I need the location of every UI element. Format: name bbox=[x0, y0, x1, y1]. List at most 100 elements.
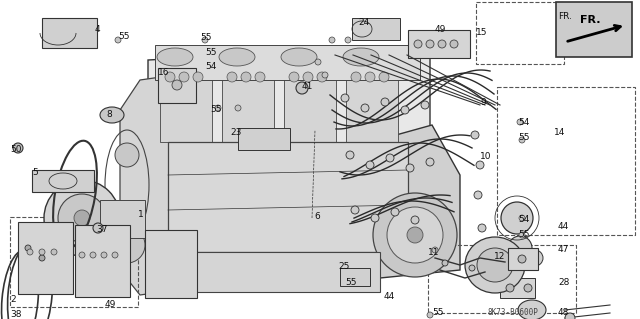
Circle shape bbox=[438, 40, 446, 48]
Ellipse shape bbox=[501, 202, 533, 234]
Bar bbox=[556, 2, 632, 57]
Ellipse shape bbox=[100, 107, 124, 123]
Bar bbox=[158, 68, 196, 103]
Text: 6: 6 bbox=[314, 212, 320, 221]
Bar bbox=[476, 2, 564, 64]
Circle shape bbox=[519, 215, 525, 221]
Bar bbox=[42, 18, 97, 48]
Circle shape bbox=[115, 37, 121, 43]
Text: FR.: FR. bbox=[580, 15, 600, 25]
Text: 55: 55 bbox=[518, 230, 529, 239]
Text: 4: 4 bbox=[95, 25, 100, 34]
Circle shape bbox=[411, 216, 419, 224]
Text: 54: 54 bbox=[205, 62, 216, 71]
Ellipse shape bbox=[157, 48, 193, 66]
Text: 55: 55 bbox=[518, 133, 529, 142]
Text: 47: 47 bbox=[558, 245, 570, 254]
Circle shape bbox=[371, 214, 379, 222]
Text: 50: 50 bbox=[10, 145, 22, 154]
Circle shape bbox=[227, 72, 237, 82]
Circle shape bbox=[289, 72, 299, 82]
Ellipse shape bbox=[373, 193, 457, 277]
Circle shape bbox=[39, 249, 45, 255]
Text: 11: 11 bbox=[428, 248, 440, 257]
Ellipse shape bbox=[74, 210, 90, 226]
Ellipse shape bbox=[477, 248, 513, 282]
Circle shape bbox=[391, 208, 399, 216]
Text: 44: 44 bbox=[558, 222, 569, 231]
Bar bbox=[500, 278, 535, 298]
Bar bbox=[10, 217, 138, 307]
Circle shape bbox=[474, 191, 482, 199]
Circle shape bbox=[345, 37, 351, 43]
Circle shape bbox=[93, 223, 103, 233]
Text: 1: 1 bbox=[138, 210, 144, 219]
Circle shape bbox=[517, 119, 523, 125]
Circle shape bbox=[471, 131, 479, 139]
Ellipse shape bbox=[465, 237, 525, 293]
Text: 55: 55 bbox=[118, 32, 129, 41]
Ellipse shape bbox=[407, 227, 423, 243]
Circle shape bbox=[303, 72, 313, 82]
Ellipse shape bbox=[508, 236, 532, 260]
Bar bbox=[75, 225, 130, 297]
Circle shape bbox=[101, 252, 107, 258]
Bar bbox=[428, 245, 576, 313]
Circle shape bbox=[13, 143, 23, 153]
Circle shape bbox=[414, 40, 422, 48]
Text: 48: 48 bbox=[558, 308, 570, 317]
Text: 54: 54 bbox=[518, 215, 529, 224]
Text: 5: 5 bbox=[32, 168, 38, 177]
Circle shape bbox=[386, 154, 394, 162]
Circle shape bbox=[432, 247, 438, 253]
Text: 55: 55 bbox=[210, 105, 221, 114]
Bar bbox=[340, 268, 370, 286]
Circle shape bbox=[255, 72, 265, 82]
Circle shape bbox=[506, 284, 514, 292]
Text: 49: 49 bbox=[435, 25, 446, 34]
Ellipse shape bbox=[58, 194, 106, 242]
Text: 49: 49 bbox=[105, 300, 116, 309]
Ellipse shape bbox=[115, 143, 139, 167]
Polygon shape bbox=[120, 75, 175, 295]
Circle shape bbox=[365, 72, 375, 82]
Text: 23: 23 bbox=[230, 128, 241, 137]
Ellipse shape bbox=[518, 300, 546, 319]
Text: 12: 12 bbox=[494, 252, 506, 261]
Circle shape bbox=[421, 101, 429, 109]
Circle shape bbox=[165, 72, 175, 82]
Circle shape bbox=[426, 40, 434, 48]
Text: 14: 14 bbox=[554, 128, 565, 137]
Ellipse shape bbox=[219, 48, 255, 66]
Bar bbox=[32, 170, 94, 192]
Ellipse shape bbox=[109, 227, 145, 263]
Text: 55: 55 bbox=[432, 308, 444, 317]
Bar bbox=[508, 248, 538, 270]
Polygon shape bbox=[148, 45, 430, 210]
Circle shape bbox=[478, 224, 486, 232]
Circle shape bbox=[241, 72, 251, 82]
Text: 2: 2 bbox=[10, 295, 15, 304]
Bar bbox=[352, 18, 400, 40]
Polygon shape bbox=[360, 125, 460, 280]
Text: 44: 44 bbox=[384, 292, 396, 301]
Circle shape bbox=[519, 137, 525, 143]
Text: 8K73-B0600P: 8K73-B0600P bbox=[488, 308, 539, 317]
Bar bbox=[238, 128, 290, 150]
Text: 16: 16 bbox=[158, 68, 170, 77]
Circle shape bbox=[469, 265, 475, 271]
Text: 8: 8 bbox=[106, 110, 112, 119]
Circle shape bbox=[27, 249, 33, 255]
Circle shape bbox=[322, 72, 328, 78]
Circle shape bbox=[79, 252, 85, 258]
Text: 55: 55 bbox=[205, 48, 216, 57]
Circle shape bbox=[401, 106, 409, 114]
Ellipse shape bbox=[387, 207, 443, 263]
Circle shape bbox=[112, 252, 118, 258]
Bar bbox=[408, 30, 470, 58]
Text: 10: 10 bbox=[480, 152, 492, 161]
Circle shape bbox=[341, 94, 349, 102]
Circle shape bbox=[426, 158, 434, 166]
Ellipse shape bbox=[44, 180, 120, 256]
Bar bbox=[185, 252, 380, 292]
